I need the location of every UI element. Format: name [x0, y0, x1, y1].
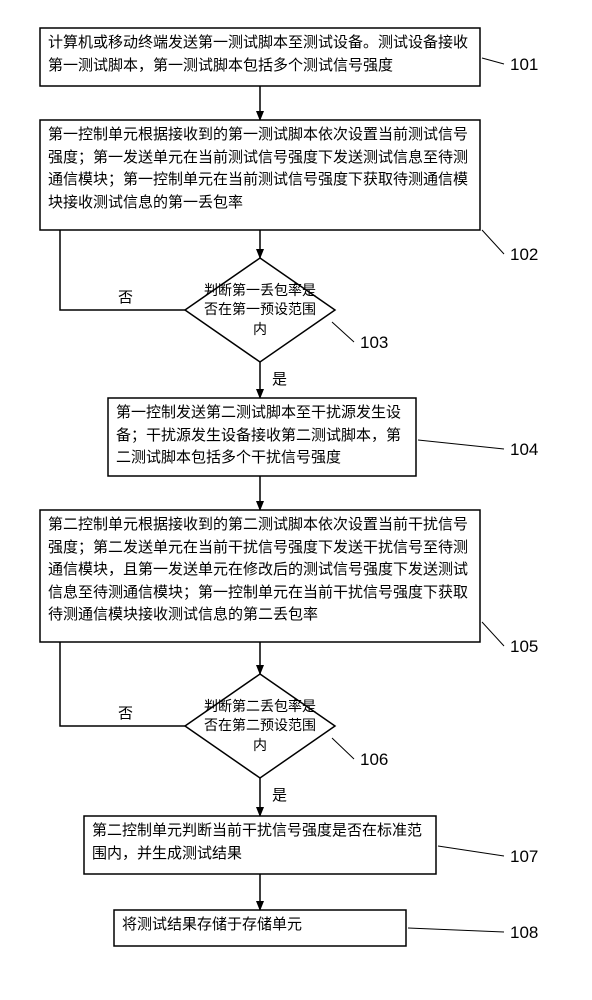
ref-connector	[482, 622, 504, 646]
ref-label: 102	[510, 245, 538, 264]
ref-label: 108	[510, 923, 538, 942]
ref-label: 105	[510, 637, 538, 656]
process-text: 第一控制发送第二测试脚本至干扰源发生设备；干扰源发生设备接收第二测试脚本，第二测…	[116, 402, 408, 470]
edge-label: 否	[118, 289, 133, 306]
ref-connector	[418, 440, 504, 449]
ref-label: 107	[510, 847, 538, 866]
ref-connector	[482, 58, 504, 64]
ref-connector	[438, 846, 504, 856]
process-text: 第二控制单元判断当前干扰信号强度是否在标准范围内，并生成测试结果	[92, 820, 428, 865]
decision-text: 判断第一丢包率是否在第一预设范围内	[203, 276, 317, 344]
ref-connector	[408, 928, 504, 932]
edge-label: 否	[118, 705, 133, 722]
ref-connector	[332, 738, 354, 759]
ref-label: 106	[360, 750, 388, 769]
process-text: 第一控制单元根据接收到的第一测试脚本依次设置当前测试信号强度；第一发送单元在当前…	[48, 124, 472, 214]
flowchart-canvas: 计算机或移动终端发送第一测试脚本至测试设备。测试设备接收第一测试脚本，第一测试脚…	[0, 0, 592, 1000]
edge-label: 是	[272, 371, 287, 388]
ref-label: 104	[510, 440, 538, 459]
ref-label: 103	[360, 333, 388, 352]
process-text: 计算机或移动终端发送第一测试脚本至测试设备。测试设备接收第一测试脚本，第一测试脚…	[48, 32, 472, 77]
process-text: 将测试结果存储于存储单元	[122, 914, 398, 937]
decision-text: 判断第二丢包率是否在第二预设范围内	[203, 692, 317, 760]
ref-connector	[332, 322, 354, 342]
edge-label: 是	[272, 787, 287, 804]
ref-connector	[482, 230, 504, 254]
process-text: 第二控制单元根据接收到的第二测试脚本依次设置当前干扰信号强度；第二发送单元在当前…	[48, 514, 472, 627]
ref-label: 101	[510, 55, 538, 74]
